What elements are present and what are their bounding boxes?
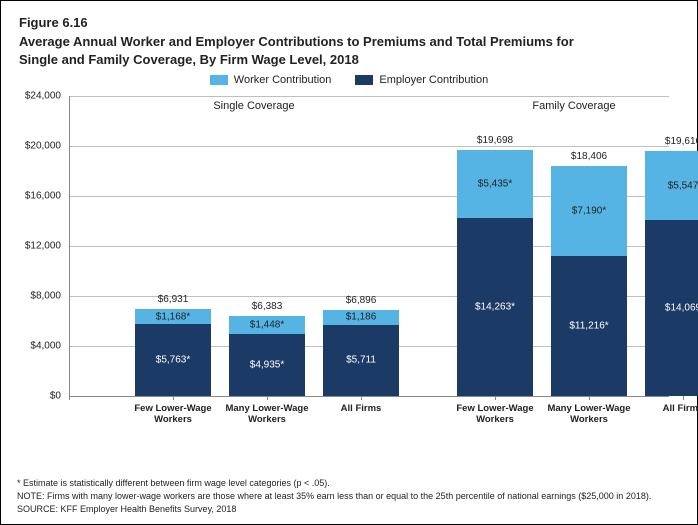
bar-total-label: $19,698 — [477, 135, 513, 146]
bar-employer-label: $5,711 — [346, 355, 376, 366]
y-axis-tick-label: $4,000 — [30, 341, 61, 352]
x-tick — [495, 396, 496, 400]
legend-item-worker: Worker Contribution — [210, 74, 332, 86]
title-line-1: Average Annual Worker and Employer Contr… — [19, 34, 574, 49]
category-label: Many Lower-WageWorkers — [219, 404, 315, 425]
x-tick — [589, 396, 590, 400]
legend-swatch-employer — [355, 75, 373, 85]
y-axis-tick-label: $24,000 — [25, 91, 61, 102]
legend: Worker Contribution Employer Contributio… — [19, 74, 679, 86]
group-label: Single Coverage — [213, 100, 294, 112]
x-axis-line — [69, 396, 669, 397]
gridline — [69, 146, 669, 147]
y-axis-tick-label: $0 — [50, 391, 61, 402]
bar-employer-label: $4,935* — [250, 360, 284, 371]
bar-worker-label: $1,448* — [250, 320, 284, 331]
bar-worker-label: $7,190* — [572, 205, 606, 216]
legend-label-employer: Employer Contribution — [379, 74, 488, 86]
bar-total-label: $6,383 — [252, 301, 283, 312]
footnote-note: NOTE: Firms with many lower-wage workers… — [17, 490, 681, 502]
bar-worker-label: $1,168* — [156, 311, 190, 322]
y-axis-line — [69, 96, 70, 400]
category-label: All Firms — [313, 404, 409, 414]
title-line-2: Single and Family Coverage, By Firm Wage… — [19, 52, 359, 67]
category-label: Few Lower-WageWorkers — [447, 404, 543, 425]
bar-total-label: $6,896 — [346, 295, 377, 306]
x-tick — [173, 396, 174, 400]
y-axis-tick-label: $12,000 — [25, 241, 61, 252]
bar-total-label: $6,931 — [158, 294, 189, 305]
y-axis-tick-label: $16,000 — [25, 191, 61, 202]
bar-worker-label: $5,547 — [668, 180, 698, 191]
bar-employer-label: $11,216* — [569, 320, 608, 331]
category-label: Many Lower-WageWorkers — [541, 404, 637, 425]
footnote-asterisk: * Estimate is statistically different be… — [17, 477, 681, 489]
bar-employer-label: $5,763* — [156, 355, 190, 366]
figure-container: Figure 6.16 Average Annual Worker and Em… — [0, 0, 698, 525]
x-tick — [267, 396, 268, 400]
bar-employer-label: $14,263* — [475, 301, 515, 312]
bar-total-label: $19,616 — [665, 136, 698, 147]
y-axis-tick-label: $20,000 — [25, 141, 61, 152]
figure-title: Average Annual Worker and Employer Contr… — [19, 33, 679, 68]
footnotes: * Estimate is statistically different be… — [17, 477, 681, 516]
group-label: Family Coverage — [532, 100, 615, 112]
legend-label-worker: Worker Contribution — [234, 74, 332, 86]
x-tick — [361, 396, 362, 400]
legend-swatch-worker — [210, 75, 228, 85]
legend-item-employer: Employer Contribution — [355, 74, 488, 86]
y-axis-tick-label: $8,000 — [30, 291, 61, 302]
bar-total-label: $18,406 — [571, 151, 607, 162]
category-label: Few Lower-WageWorkers — [125, 404, 221, 425]
bar-worker-label: $1,186 — [346, 312, 377, 323]
footnote-source: SOURCE: KFF Employer Health Benefits Sur… — [17, 503, 681, 515]
category-label: All Firms — [635, 404, 698, 414]
chart-area: $0 $4,000 $8,000 $12,000 $16,000 $20,000 $24,0… — [19, 92, 679, 442]
x-tick — [683, 396, 684, 400]
figure-number: Figure 6.16 — [19, 15, 679, 30]
gridline — [69, 96, 669, 97]
bar-worker-label: $5,435* — [478, 178, 512, 189]
bar-employer-label: $14,069 — [665, 303, 698, 314]
